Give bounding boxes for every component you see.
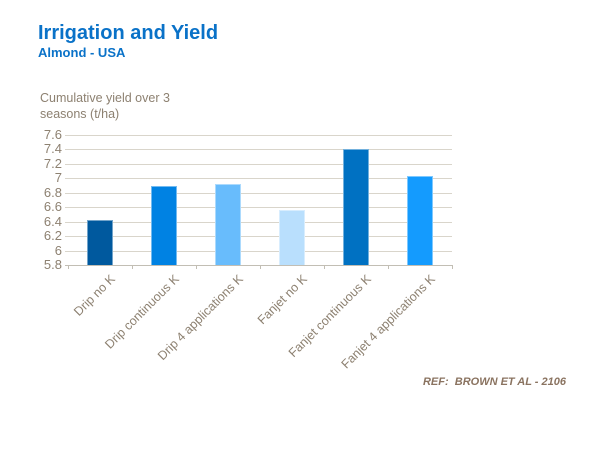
plot-area: 5.8 6 6.2 6.4 6.6 6.8 7 7.2 7.4 7.6 Drip no K Drip … — [44, 127, 453, 371]
gridline — [65, 135, 452, 136]
bar-fanjet-no-k — [279, 210, 305, 265]
reference-note: REF: BROWN ET AL - 2106 — [422, 376, 566, 388]
bar-drip-no-k — [87, 220, 113, 265]
y-tick-label: 7.4 — [43, 141, 62, 157]
gridline — [65, 192, 452, 194]
x-axis-tick — [260, 265, 261, 269]
x-axis-line — [65, 265, 452, 266]
bar-fanjet-continuous-k — [343, 149, 369, 265]
gridline — [65, 207, 452, 209]
y-tick-label: 7 — [54, 170, 62, 186]
y-tick-label: 6.8 — [43, 184, 62, 200]
x-category-label: Drip continuous K — [102, 272, 182, 352]
x-axis-tick — [196, 265, 197, 269]
gridline — [65, 250, 452, 252]
bar-fanjet-4-applications-k — [407, 176, 433, 265]
x-category-label: Drip no K — [71, 272, 118, 319]
bar-drip-continuous-k — [151, 185, 177, 265]
x-category-label: Fanjet no K — [254, 272, 310, 328]
y-tick-label: 5.8 — [43, 257, 62, 272]
gridline — [65, 236, 452, 238]
y-tick-label: 6.6 — [43, 199, 62, 215]
y-tick-label: 6.2 — [43, 228, 62, 244]
gridline — [65, 178, 452, 180]
x-category-label: Fanjet 4 applications K — [338, 272, 438, 372]
x-axis-tick — [388, 265, 389, 269]
x-category-label: Drip 4 applications K — [154, 272, 246, 363]
chart-title: Irrigation and Yield — [38, 22, 219, 44]
y-tick-label: 7.6 — [43, 127, 62, 142]
gridline — [65, 149, 452, 151]
x-axis-tick — [452, 265, 453, 269]
gridline — [65, 221, 452, 223]
y-tick-label: 7.2 — [43, 155, 62, 171]
y-tick-label: 6.4 — [43, 213, 62, 229]
x-category-label: Fanjet continuous K — [285, 272, 374, 361]
x-axis-tick — [132, 265, 133, 269]
chart-subtitle: Almond - USA — [38, 45, 126, 60]
y-axis-label: Cumulative yield over 3 seasons (t/ha) — [40, 91, 170, 122]
bar-drip-4-applications-k — [215, 184, 241, 265]
y-tick-label: 6 — [54, 242, 62, 258]
x-axis-tick — [68, 265, 69, 269]
gridline — [65, 163, 452, 165]
x-axis-tick — [324, 265, 325, 269]
